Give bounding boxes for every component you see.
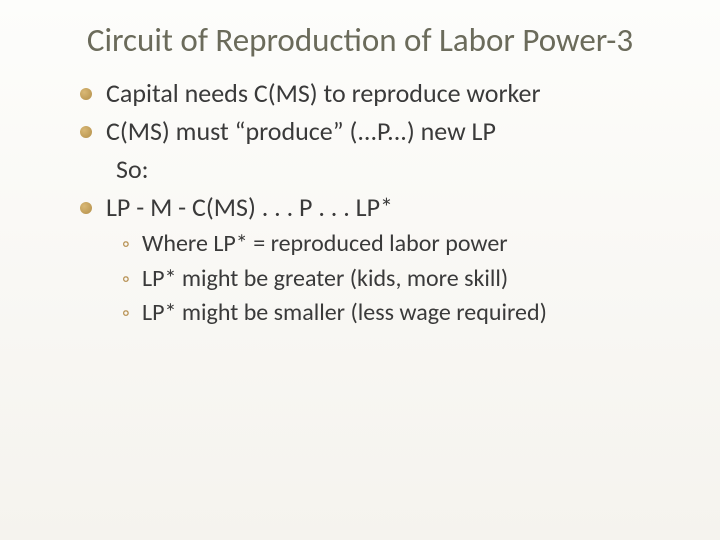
bullet-text: LP - M - C(MS) . . . P . . . LP*	[106, 191, 393, 225]
sub-item: ◦ Where LP* = reproduced labor power	[122, 228, 660, 260]
bullet-item: LP - M - C(MS) . . . P . . . LP*	[80, 191, 660, 225]
sub-bullet-icon: ◦	[122, 230, 136, 257]
slide-title: Circuit of Reproduction of Labor Power-3	[60, 20, 660, 61]
bullet-text: Capital needs C(MS) to reproduce worker	[106, 77, 541, 111]
sub-text: LP* might be smaller (less wage required…	[142, 297, 547, 329]
bullet-icon	[80, 126, 92, 138]
sub-item: ◦ LP* might be smaller (less wage requir…	[122, 297, 660, 329]
sub-bullet-icon: ◦	[122, 299, 136, 326]
sub-item: ◦ LP* might be greater (kids, more skill…	[122, 263, 660, 295]
bullet-icon	[80, 88, 92, 100]
sub-text: LP* might be greater (kids, more skill)	[142, 263, 508, 295]
bullet-icon	[80, 202, 92, 214]
so-label: So:	[116, 153, 660, 187]
bullet-text: C(MS) must “produce” (...P...) new LP	[106, 115, 496, 149]
sub-text: Where LP* = reproduced labor power	[142, 228, 508, 260]
slide-content: Capital needs C(MS) to reproduce worker …	[60, 77, 660, 329]
bullet-item: Capital needs C(MS) to reproduce worker	[80, 77, 660, 111]
sub-bullet-icon: ◦	[122, 265, 136, 292]
bullet-item: C(MS) must “produce” (...P...) new LP	[80, 115, 660, 149]
